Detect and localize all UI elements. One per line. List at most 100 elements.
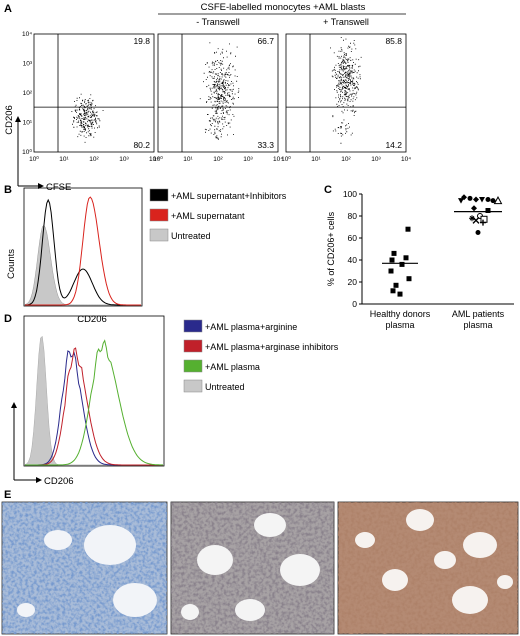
data-point xyxy=(390,288,396,294)
legend-swatch xyxy=(149,208,169,222)
y-axis-label: % of CD206+ cells xyxy=(326,211,336,286)
panel-c-scatter: 0 20 40 60 80 100 % of CD206+ cells Healthy don… xyxy=(326,189,514,330)
data-point xyxy=(475,230,481,235)
quadrant-value-top-right: 66.7 xyxy=(257,36,274,46)
category-label: plasma xyxy=(463,320,492,330)
panel-b-xlabel: CD206 xyxy=(77,314,107,325)
data-point xyxy=(397,291,403,297)
legend-swatch xyxy=(183,339,203,353)
x-tick-label: 10¹ xyxy=(311,156,321,163)
y-tick-label: 60 xyxy=(348,233,358,243)
y-tick-label: 20 xyxy=(348,277,358,287)
panel-d-legend: +AML plasma+arginine +AML plasma+arginase… xyxy=(183,319,339,393)
quadrant-value-top-right: 19.8 xyxy=(133,36,150,46)
panel-b-legend: +AML supernatant+Inhibitors +AML supernat… xyxy=(149,188,287,242)
x-tick-label: 10³ xyxy=(243,156,253,163)
legend-swatch xyxy=(183,379,203,393)
panel-a-x-arrowhead xyxy=(38,183,44,189)
panel-a-header: CSFE-labelled monocytes +AML blasts xyxy=(201,2,366,13)
data-point xyxy=(388,268,394,274)
y-tick-label: 40 xyxy=(348,255,358,265)
data-point xyxy=(490,198,496,204)
micrograph-1 xyxy=(1,501,168,635)
micrograph-3 xyxy=(337,501,519,635)
legend-label: Untreated xyxy=(171,231,211,241)
panel-b-letter: B xyxy=(4,184,12,196)
flow-plot-frame xyxy=(33,33,155,153)
flow-plot-1: 19.8 80.2 10⁰ 10¹ 10² 10³ 10⁴ 10⁰ 10¹ 10² 10³ 10⁴ xyxy=(22,31,159,163)
data-point xyxy=(479,197,485,203)
legend-label: +AML plasma xyxy=(205,362,260,372)
x-tick-label: 10⁴ xyxy=(401,156,411,163)
data-point xyxy=(485,208,491,213)
legend-swatch xyxy=(183,359,203,373)
flow-events xyxy=(71,93,104,143)
legend-label: Untreated xyxy=(205,382,245,392)
data-point xyxy=(399,261,405,267)
panel-c-letter: C xyxy=(324,184,332,196)
x-tick-label: 10⁴ xyxy=(149,156,159,163)
panel-b-frame xyxy=(23,187,143,307)
flow-plot-3: 85.8 14.2 10⁰ 10¹ 10² 10³ 10⁴ xyxy=(281,33,411,163)
data-point xyxy=(393,282,399,288)
y-tick-label: 10⁴ xyxy=(22,31,32,38)
x-tick-label: 10¹ xyxy=(183,156,193,163)
histogram-arginase-inhibitors xyxy=(25,347,163,466)
data-point xyxy=(391,250,397,256)
quadrant-value-top-right: 85.8 xyxy=(385,36,402,46)
panel-b-ylabel: Counts xyxy=(6,249,17,279)
panel-a-subheader-2: + Transwell xyxy=(323,17,369,27)
category-label: AML patients xyxy=(452,309,505,319)
x-tick-label: 10⁴ xyxy=(273,156,283,163)
quadrant-value-bottom-right: 80.2 xyxy=(133,140,150,150)
x-tick-label: 10⁰ xyxy=(29,155,39,163)
y-tick-label: 10¹ xyxy=(23,120,33,127)
panel-d-xlabel: CD206 xyxy=(44,476,74,487)
flow-events xyxy=(199,42,240,140)
y-tick-label: 10⁰ xyxy=(22,148,32,156)
panel-a-subheader-1: - Transwell xyxy=(196,17,240,27)
flow-plot-frame xyxy=(157,33,279,153)
quadrant-value-bottom-right: 33.3 xyxy=(257,140,274,150)
data-point xyxy=(485,197,491,202)
data-point xyxy=(480,219,486,226)
legend-label: +AML plasma+arginine xyxy=(205,322,297,332)
y-tick-label: 0 xyxy=(352,299,357,309)
data-point xyxy=(480,215,488,223)
category-label: plasma xyxy=(385,320,414,330)
histogram-aml-plasma xyxy=(25,339,163,466)
data-point xyxy=(467,195,473,201)
data-point xyxy=(471,205,477,212)
data-point xyxy=(405,226,411,232)
x-tick-label: 10² xyxy=(341,156,351,163)
y-tick-label: 80 xyxy=(348,211,358,221)
legend-label: +AML supernatant xyxy=(171,211,245,221)
x-tick-label: 10⁰ xyxy=(153,155,163,163)
panel-a-ylabel: CD206 xyxy=(4,105,15,135)
data-point xyxy=(472,216,480,224)
panel-d-x-arrowhead xyxy=(36,477,42,483)
x-tick-label: 10² xyxy=(89,156,99,163)
data-point xyxy=(389,257,395,263)
flow-events xyxy=(330,37,362,144)
category-label: Healthy donors xyxy=(370,309,431,319)
data-point xyxy=(469,215,475,222)
y-tick-label: 10³ xyxy=(23,61,33,68)
x-tick-label: 10³ xyxy=(371,156,381,163)
x-tick-label: 10⁰ xyxy=(281,155,291,163)
data-point xyxy=(493,196,503,205)
panel-d-letter: D xyxy=(4,313,12,325)
data-point xyxy=(403,255,409,261)
quadrant-value-bottom-right: 14.2 xyxy=(385,140,402,150)
data-point xyxy=(473,196,479,203)
panel-d-histogram xyxy=(24,335,163,466)
histogram-aml-supernatant xyxy=(25,196,141,306)
legend-swatch xyxy=(183,319,203,333)
x-tick-label: 10² xyxy=(213,156,223,163)
flow-plot-2: 66.7 33.3 10⁰ 10¹ 10² 10³ 10⁴ xyxy=(153,33,283,163)
panel-a-xlabel: CFSE xyxy=(46,182,71,193)
panel-d-frame xyxy=(23,315,165,467)
y-tick-label: 10² xyxy=(23,90,33,97)
